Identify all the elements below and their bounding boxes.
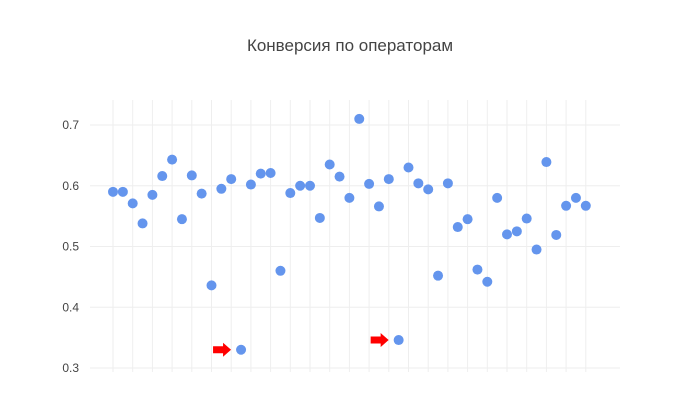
y-tick-label: 0.6 <box>62 179 79 193</box>
y-tick-label: 0.5 <box>62 240 79 254</box>
y-axis-tick-labels: 0.7 0.6 0.5 0.4 0.3 <box>62 118 79 375</box>
data-point <box>245 179 256 190</box>
data-point <box>176 214 187 225</box>
y-tick-label: 0.3 <box>62 361 79 375</box>
scatter-points <box>108 113 591 355</box>
data-point <box>433 270 444 281</box>
data-point <box>482 276 493 287</box>
data-point <box>334 171 345 182</box>
data-point <box>285 188 296 199</box>
data-point <box>551 229 562 240</box>
data-point <box>570 192 581 203</box>
data-point <box>442 178 453 189</box>
data-point <box>344 192 355 203</box>
data-point <box>413 178 424 189</box>
data-point <box>275 265 286 276</box>
data-point <box>521 213 532 224</box>
data-point <box>127 198 138 209</box>
data-point <box>137 218 148 229</box>
data-point <box>147 189 158 200</box>
highlight-arrows <box>213 333 389 357</box>
y-gridlines <box>90 124 620 369</box>
data-point <box>196 188 207 199</box>
data-point <box>452 222 463 233</box>
data-point <box>206 280 217 291</box>
data-point <box>324 159 335 170</box>
data-point <box>305 180 315 191</box>
data-point <box>423 184 434 195</box>
data-point <box>314 212 325 223</box>
data-point <box>216 183 227 194</box>
data-point <box>354 113 365 124</box>
data-point <box>531 244 542 255</box>
highlight-arrow <box>370 333 389 348</box>
data-point <box>117 186 128 197</box>
y-tick-label: 0.4 <box>62 300 79 314</box>
data-point <box>364 178 375 189</box>
data-point <box>255 168 266 179</box>
data-point <box>186 170 197 181</box>
y-tick-label: 0.7 <box>62 118 79 132</box>
data-point <box>383 174 394 185</box>
data-point <box>472 264 483 275</box>
data-point <box>373 201 384 212</box>
chart-title: Конверсия по операторам <box>247 36 453 55</box>
data-point <box>236 344 247 355</box>
data-point <box>580 200 591 211</box>
data-point <box>403 162 414 173</box>
data-point <box>108 186 118 197</box>
data-point <box>295 180 306 191</box>
data-point <box>265 167 276 178</box>
highlight-arrow <box>213 342 232 357</box>
data-point <box>157 171 168 182</box>
data-point <box>492 192 503 203</box>
data-point <box>226 174 237 185</box>
data-point <box>511 226 522 237</box>
data-point <box>502 229 512 240</box>
data-point <box>462 214 473 225</box>
data-point <box>561 200 572 211</box>
data-point <box>393 335 404 346</box>
x-gridlines <box>112 100 587 372</box>
data-point <box>167 154 178 165</box>
data-point <box>541 157 552 168</box>
